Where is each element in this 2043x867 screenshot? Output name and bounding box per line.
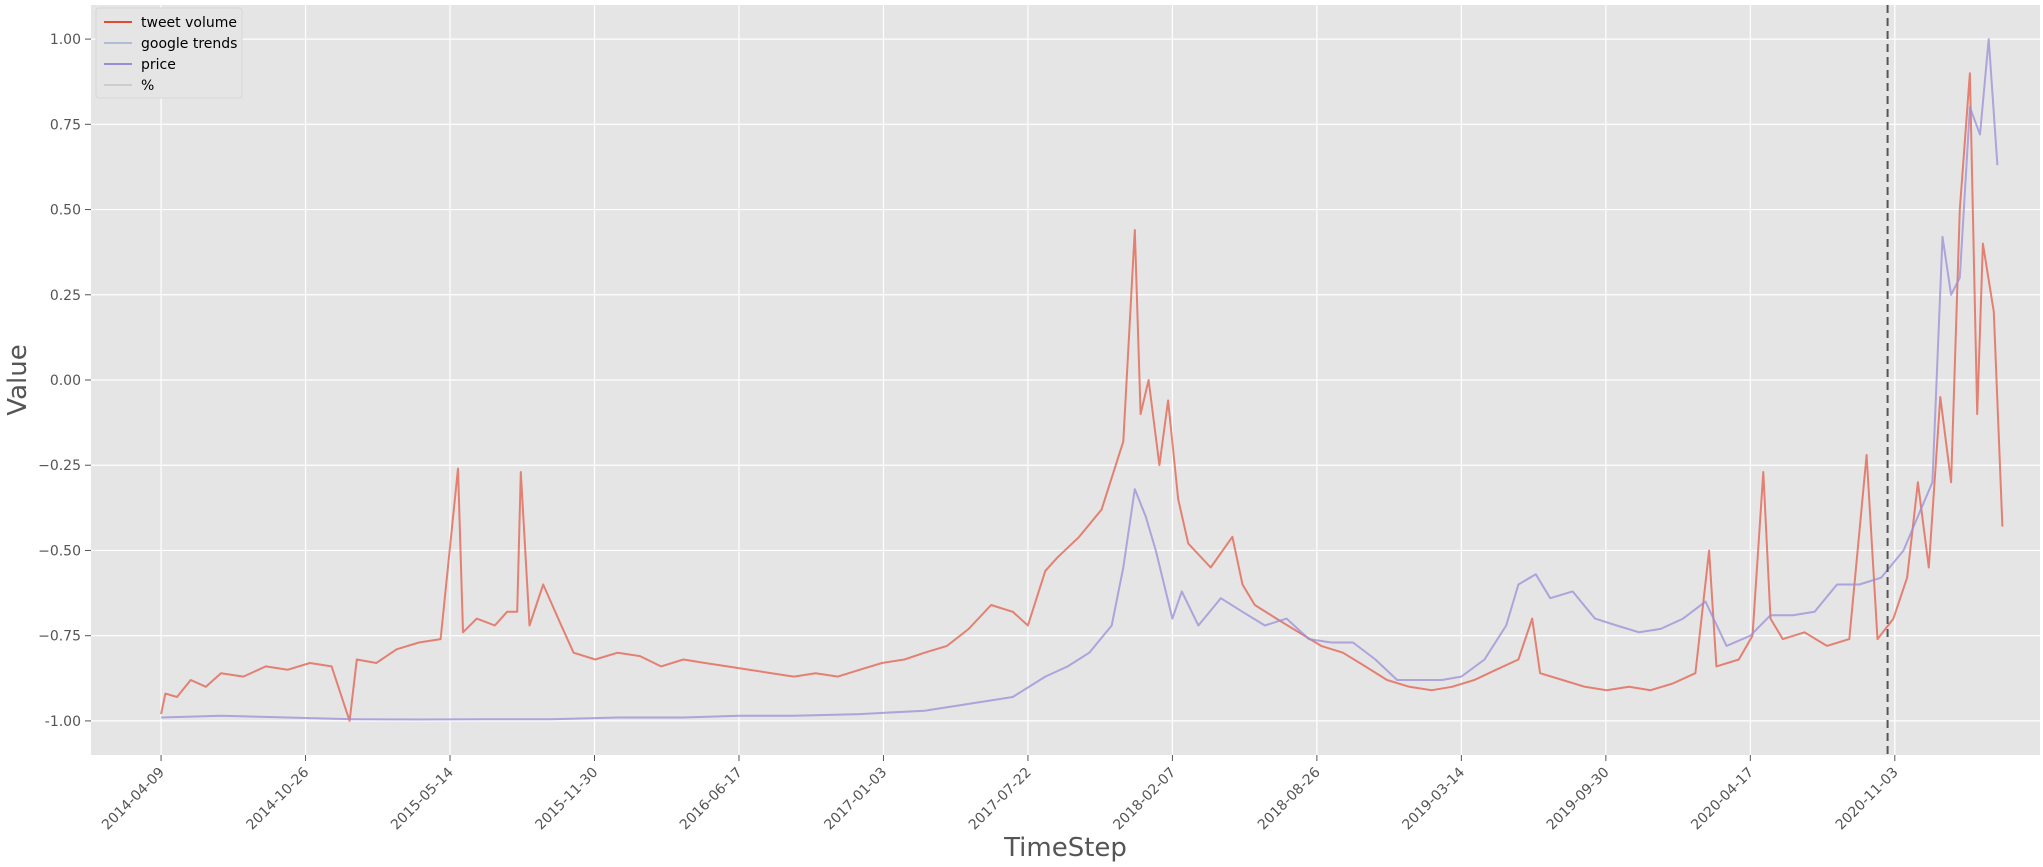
legend-box (95, 7, 243, 99)
legend-label: price (141, 57, 176, 73)
x-tick-label: 2020-11-03 (1833, 765, 1902, 834)
x-tick-labels: 2014-04-09 2014-10-26 2015-05-14 2015-11-30… (99, 764, 1902, 833)
series-line-price (161, 38, 1999, 721)
x-tick-label: 2015-11-30 (532, 765, 601, 834)
y-tick-label: −0.50 (38, 543, 81, 559)
x-tick-label: 2018-02-07 (1110, 765, 1179, 834)
x-tick-label: 2015-05-14 (388, 764, 457, 833)
y-axis-title: Value (3, 344, 33, 415)
y-tick-label: 1.00 (50, 32, 81, 48)
legend-item: % (104, 78, 154, 94)
x-tick-label: 2016-06-17 (677, 765, 746, 834)
series-lines (160, 38, 2004, 722)
legend-label: tweet volume (141, 15, 237, 31)
x-tick-label: 2020-04-17 (1688, 765, 1757, 834)
legend-label: google trends (141, 36, 237, 52)
x-tick-label: 2017-07-22 (966, 765, 1035, 834)
y-tick-label: 0.75 (50, 117, 81, 133)
legend-item: price (104, 57, 176, 73)
legend-item: google trends (104, 36, 237, 52)
grid (91, 5, 2040, 755)
legend-item: tweet volume (104, 15, 237, 31)
y-tick-label: -1.00 (45, 714, 81, 730)
tick-marks (85, 38, 1896, 761)
x-tick-label: 2018-08-26 (1255, 764, 1324, 833)
y-tick-label: 0.25 (50, 288, 81, 304)
x-axis-title: TimeStep (1003, 833, 1127, 863)
legend-label: % (141, 78, 154, 94)
y-tick-labels: -1.00 −0.75 −0.50 −0.25 0.00 0.25 0.50 0.75 1.00 (38, 32, 81, 730)
y-tick-label: 0.00 (50, 373, 81, 389)
x-tick-label: 2019-03-14 (1399, 764, 1468, 833)
x-tick-label: 2014-04-09 (99, 765, 168, 834)
y-tick-label: −0.75 (38, 629, 81, 645)
x-tick-label: 2017-01-03 (821, 765, 890, 834)
x-tick-label: 2014-10-26 (244, 764, 313, 833)
y-tick-label: −0.25 (38, 458, 81, 474)
y-tick-label: 0.50 (50, 203, 81, 219)
x-tick-label: 2019-09-30 (1544, 765, 1613, 834)
series-line-tweet-volume (160, 72, 2004, 722)
legend: tweet volume google trends price% (95, 7, 243, 99)
